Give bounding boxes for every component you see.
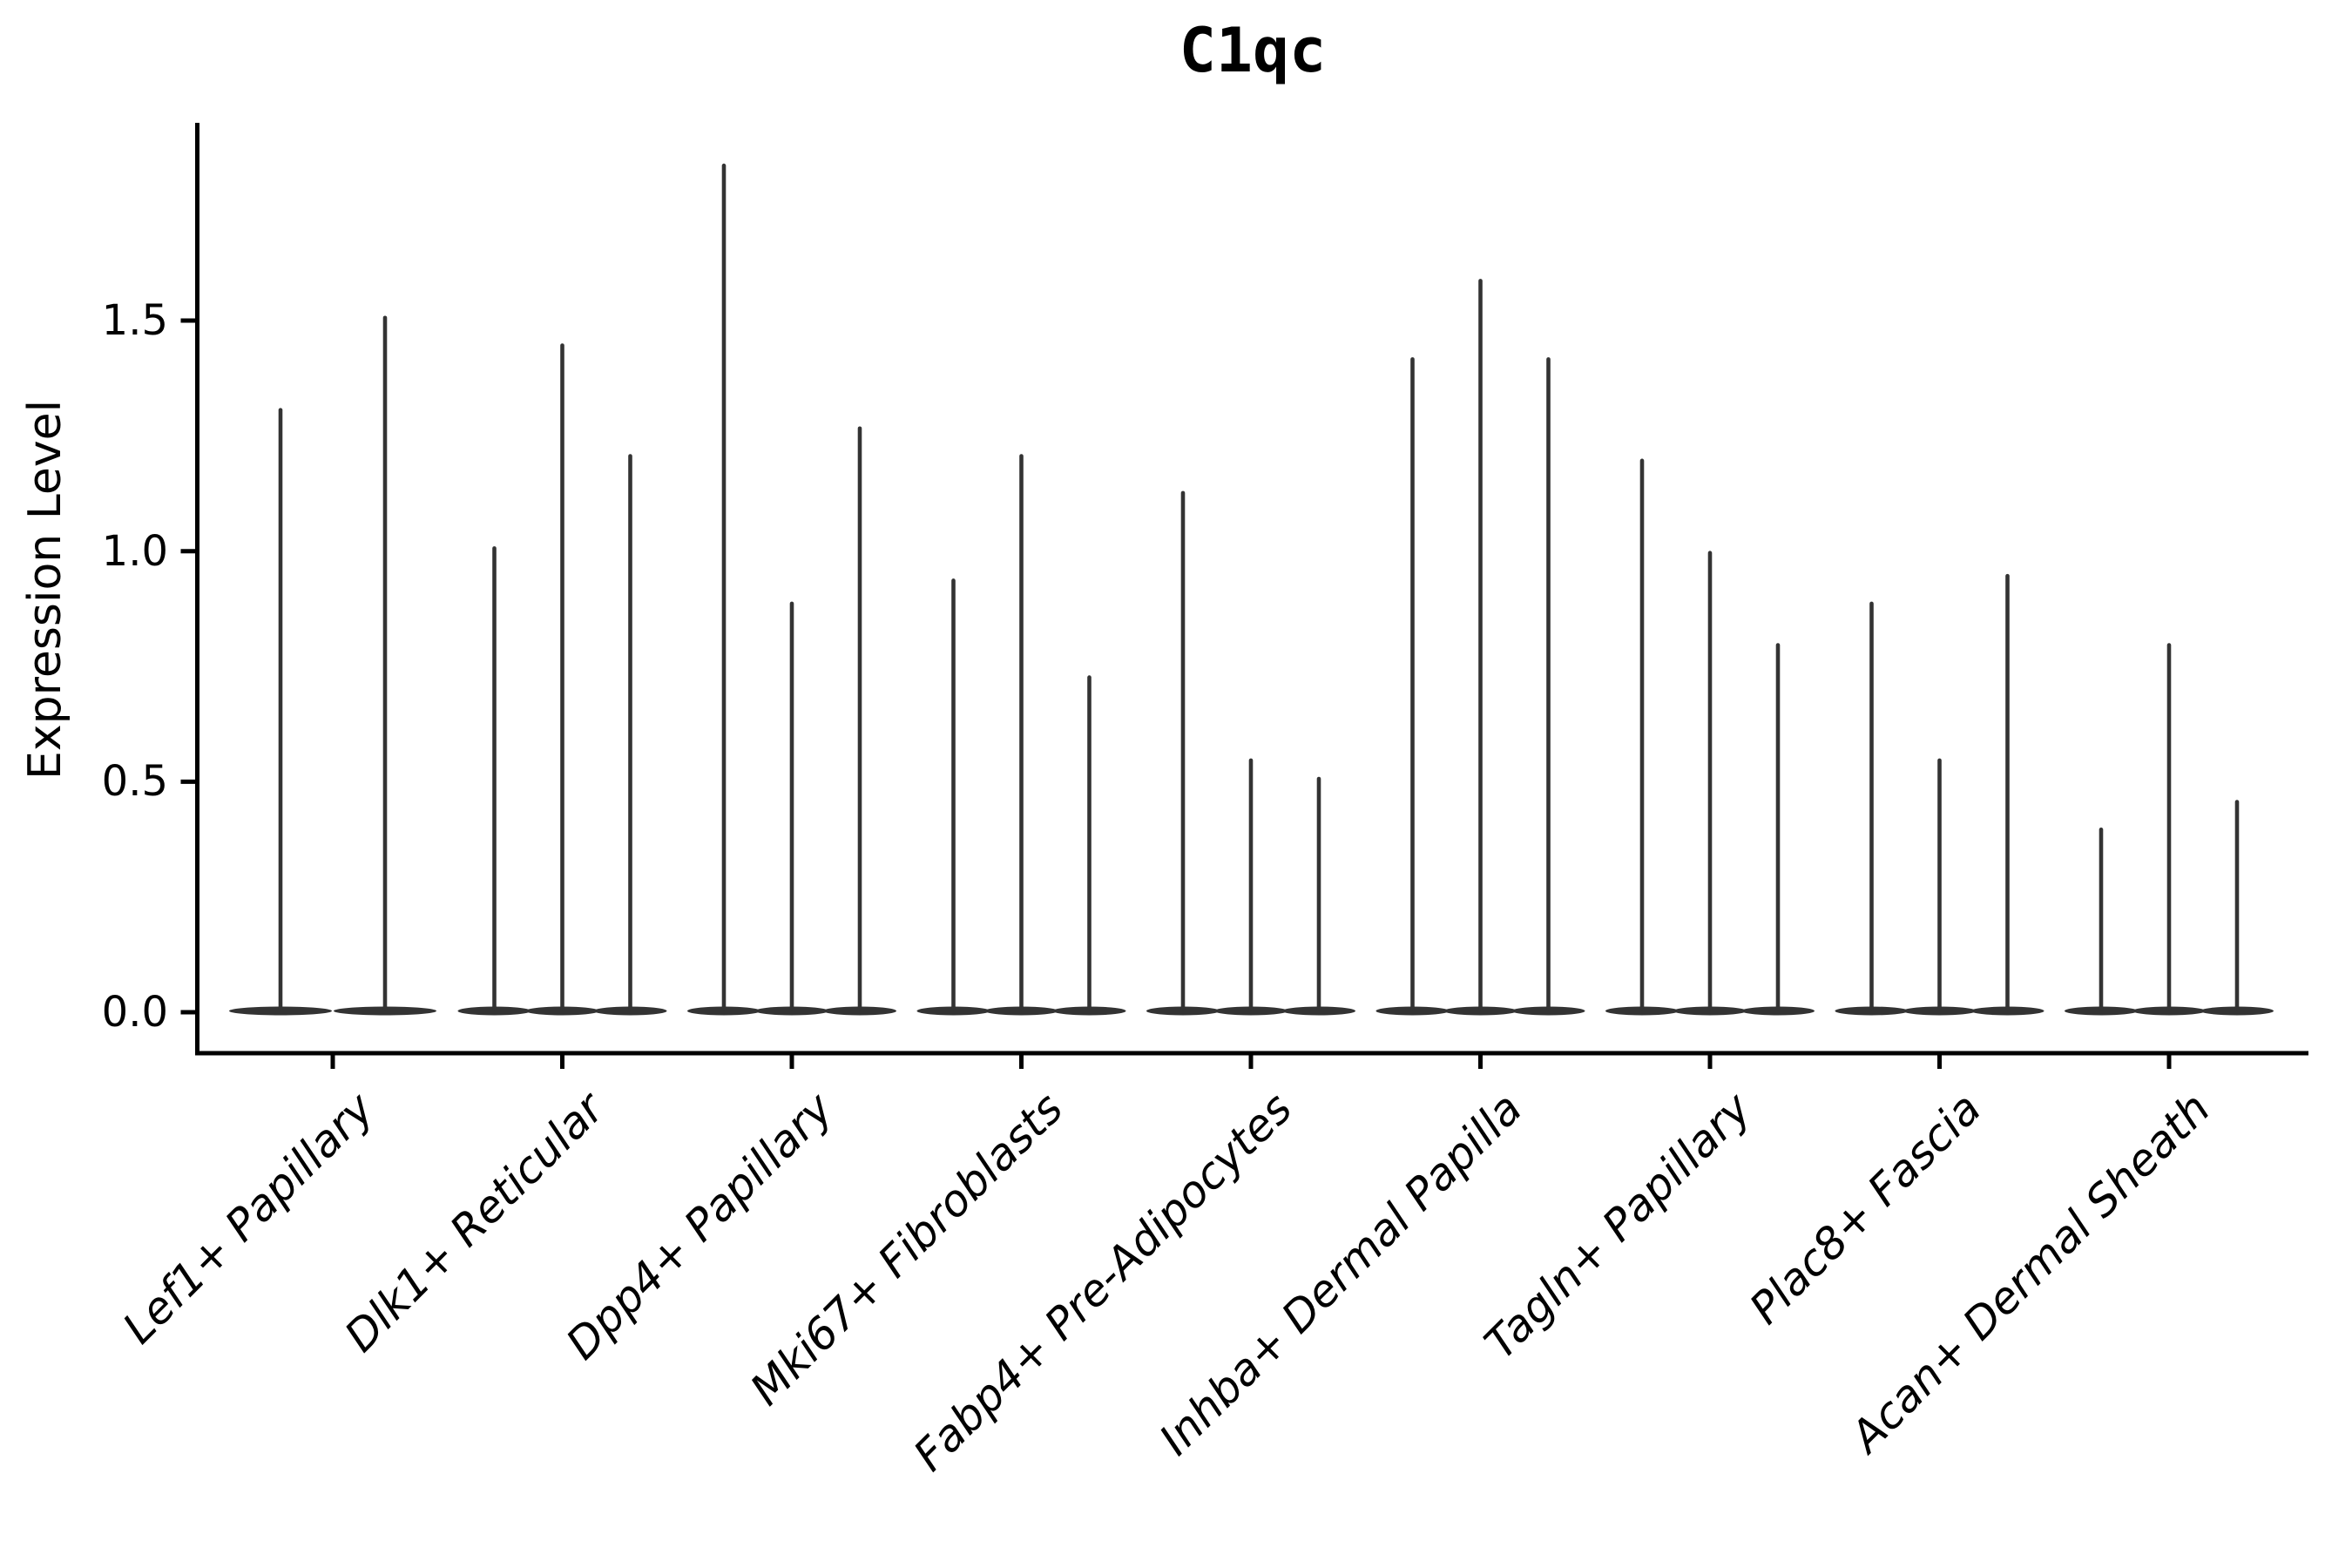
violin-base (2065, 1006, 2138, 1016)
violin-base (1443, 1006, 1517, 1016)
violin-base (1146, 1006, 1220, 1016)
violin-base (1282, 1006, 1355, 1016)
y-tick-label: 1.5 (101, 296, 168, 346)
violin-base (916, 1006, 990, 1016)
violin-base (1741, 1006, 1815, 1016)
violin-base (1214, 1006, 1288, 1016)
y-tick-label: 0.0 (101, 988, 168, 1037)
violin-base (823, 1006, 896, 1016)
violin-base (984, 1006, 1058, 1016)
violin-base (1970, 1006, 2044, 1016)
violin-base (1511, 1006, 1585, 1016)
violin-base (1375, 1006, 1450, 1016)
violin-base (687, 1006, 760, 1016)
violin-base (1052, 1006, 1126, 1016)
violin-base (755, 1006, 828, 1016)
y-tick-label: 0.5 (101, 757, 168, 807)
violin-base (1673, 1006, 1747, 1016)
y-tick-label: 1.0 (101, 526, 168, 576)
plot-title: C1qc (1179, 15, 1327, 86)
violin-base (2132, 1006, 2206, 1016)
violin-base (2200, 1006, 2274, 1016)
violin-base (1903, 1006, 1977, 1016)
violin-base (334, 1006, 436, 1016)
violin-base (525, 1006, 599, 1016)
violin-base (229, 1006, 332, 1016)
violin-base (1605, 1006, 1679, 1016)
violin-base (593, 1006, 667, 1016)
violin-base (1835, 1006, 1909, 1016)
violin-base (457, 1006, 531, 1016)
